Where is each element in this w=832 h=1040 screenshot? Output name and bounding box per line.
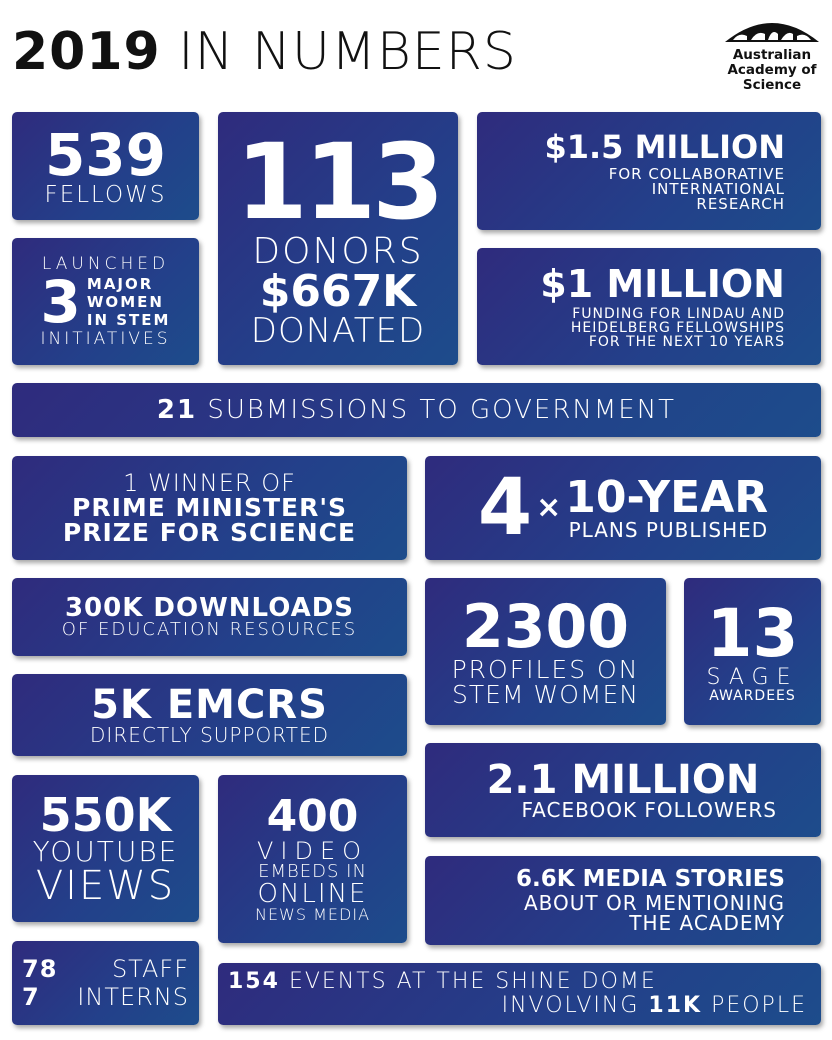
pm-prize-card: 1 WINNER OF PRIME MINISTER'S PRIZE FOR S… bbox=[12, 456, 407, 560]
donors-card: 113 DONORS $667K DONATED bbox=[218, 112, 458, 365]
submissions-card: 21 SUBMISSIONS TO GOVERNMENT bbox=[12, 383, 821, 437]
stem-women-profiles-card: 2300 PROFILES ON STEM WOMEN bbox=[425, 578, 666, 725]
staff-card: 78 STAFF 7 INTERNS bbox=[12, 941, 199, 1025]
academy-logo: Australian Academy of Science bbox=[718, 12, 826, 93]
ten-year-plans-card: 4 × 10-YEAR PLANS PUBLISHED bbox=[425, 456, 821, 560]
events-card: 154 EVENTS AT THE SHINE DOME INVOLVING 1… bbox=[218, 963, 821, 1025]
youtube-card: 550K YOUTUBE VIEWS bbox=[12, 775, 199, 922]
downloads-card: 300K DOWNLOADS OF EDUCATION RESOURCES bbox=[12, 578, 407, 656]
media-stories-card: 6.6K MEDIA STORIES ABOUT OR MENTIONING T… bbox=[425, 856, 821, 945]
lindau-fellowships-card: $1 MILLION FUNDING FOR LINDAU AND HEIDEL… bbox=[477, 248, 821, 365]
shine-dome-icon bbox=[725, 16, 819, 42]
page-title: 2019 IN NUMBERS bbox=[12, 22, 517, 82]
fellows-card: 539 FELLOWS bbox=[12, 112, 199, 220]
emcrs-card: 5K EMCRS DIRECTLY SUPPORTED bbox=[12, 674, 407, 756]
facebook-card: 2.1 MILLION FACEBOOK FOLLOWERS bbox=[425, 743, 821, 837]
international-research-card: $1.5 MILLION FOR COLLABORATIVE INTERNATI… bbox=[477, 112, 821, 230]
video-embeds-card: 400 VIDEO EMBEDS IN ONLINE NEWS MEDIA bbox=[218, 775, 407, 943]
sage-awardees-card: 13 SAGE AWARDEES bbox=[684, 578, 821, 725]
women-in-stem-card: LAUNCHED 3 MAJOR WOMEN IN STEM INITIATIVES bbox=[12, 238, 199, 365]
